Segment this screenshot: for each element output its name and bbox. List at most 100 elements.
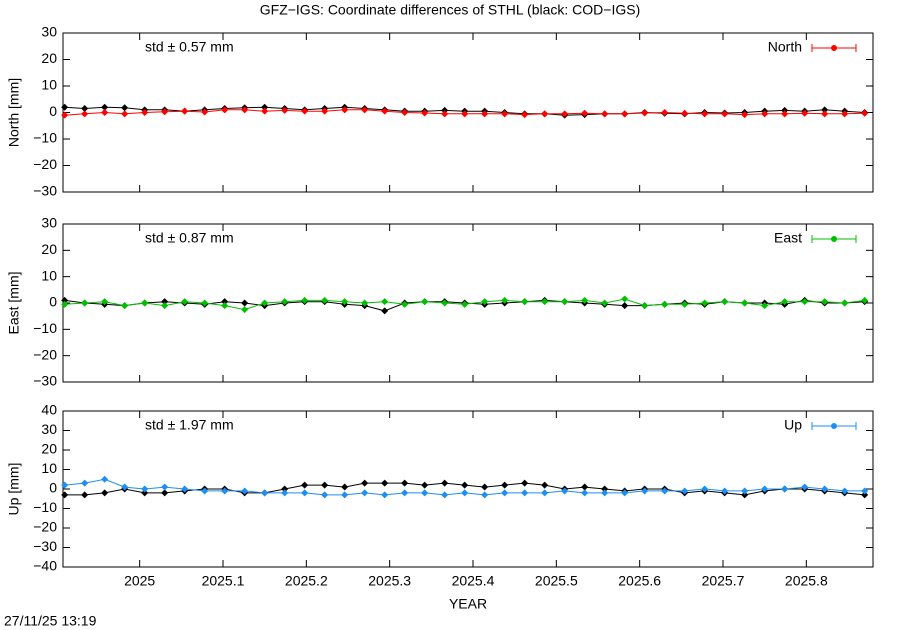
point	[261, 299, 269, 307]
point	[361, 489, 369, 497]
annotation: std ± 1.97 mm	[145, 417, 234, 433]
point	[281, 106, 289, 114]
point	[261, 103, 269, 111]
chart-title: GFZ−IGS: Coordinate differences of STHL …	[260, 2, 640, 18]
point	[661, 300, 669, 308]
point	[241, 299, 249, 307]
point	[601, 299, 609, 307]
point	[481, 298, 489, 306]
point	[821, 106, 829, 114]
point	[161, 302, 169, 310]
point	[801, 109, 809, 117]
point	[561, 487, 569, 495]
point	[561, 298, 569, 306]
point	[281, 298, 289, 306]
point	[61, 111, 69, 119]
point	[201, 299, 209, 307]
y-tick-label: 40	[41, 402, 57, 418]
point	[821, 110, 829, 118]
point	[501, 489, 509, 497]
point	[621, 489, 629, 497]
x-tick-label: 2025.7	[702, 573, 745, 589]
point	[361, 106, 369, 114]
point	[621, 302, 629, 310]
legend-label: North	[768, 39, 802, 55]
point	[421, 481, 429, 489]
point	[461, 300, 469, 308]
point	[101, 475, 109, 483]
y-tick-label: −20	[33, 346, 57, 362]
y-axis-label: Up [mm]	[6, 463, 22, 516]
legend-label: East	[774, 230, 802, 246]
point	[81, 110, 89, 118]
x-tick-label: 2025.6	[618, 573, 661, 589]
point	[201, 487, 209, 495]
point	[861, 491, 869, 499]
point	[761, 110, 769, 118]
point	[61, 300, 69, 308]
point	[381, 491, 389, 499]
y-tick-label: −30	[33, 373, 57, 389]
point	[621, 110, 629, 118]
y-tick-label: −20	[33, 519, 57, 535]
point	[721, 487, 729, 495]
point	[861, 296, 869, 304]
point	[321, 491, 329, 499]
point	[241, 306, 249, 314]
point	[101, 103, 109, 111]
point	[581, 296, 589, 304]
point	[301, 481, 309, 489]
point	[181, 485, 189, 493]
point	[121, 110, 129, 118]
point	[461, 481, 469, 489]
point	[501, 481, 509, 489]
point	[541, 481, 549, 489]
point	[141, 485, 149, 493]
point	[641, 109, 649, 117]
point	[101, 489, 109, 497]
point	[401, 489, 409, 497]
point	[761, 302, 769, 310]
point	[681, 300, 689, 308]
point	[141, 299, 149, 307]
point	[461, 489, 469, 497]
point	[641, 487, 649, 495]
y-tick-label: −40	[33, 558, 57, 574]
point	[321, 481, 329, 489]
point	[401, 109, 409, 116]
point	[641, 302, 649, 310]
x-tick-label: 2025.2	[285, 573, 328, 589]
y-tick-label: −10	[33, 320, 57, 336]
point	[161, 483, 169, 491]
point	[481, 491, 489, 499]
point	[421, 489, 429, 497]
point	[221, 298, 229, 306]
point	[381, 107, 389, 115]
point	[381, 298, 389, 306]
legend-marker	[831, 423, 837, 429]
point	[661, 487, 669, 495]
x-tick-label: 2025.5	[535, 573, 578, 589]
y-tick-label: 20	[41, 50, 57, 66]
point	[541, 489, 549, 497]
point	[241, 487, 249, 495]
point	[341, 298, 349, 306]
y-tick-label: 30	[41, 24, 57, 40]
x-tick-label: 2025.1	[202, 573, 245, 589]
point	[221, 487, 229, 495]
point	[281, 485, 289, 493]
point	[81, 299, 89, 307]
point	[521, 298, 529, 306]
annotation: std ± 0.57 mm	[145, 39, 234, 55]
point	[621, 295, 629, 303]
x-tick-label: 2025	[124, 573, 155, 589]
y-tick-label: 20	[41, 441, 57, 457]
point	[601, 110, 609, 118]
point	[821, 298, 829, 306]
y-tick-label: 0	[49, 480, 57, 496]
y-tick-label: −30	[33, 538, 57, 554]
y-axis-label: East [mm]	[6, 271, 22, 334]
point	[421, 298, 429, 306]
point	[801, 298, 809, 306]
